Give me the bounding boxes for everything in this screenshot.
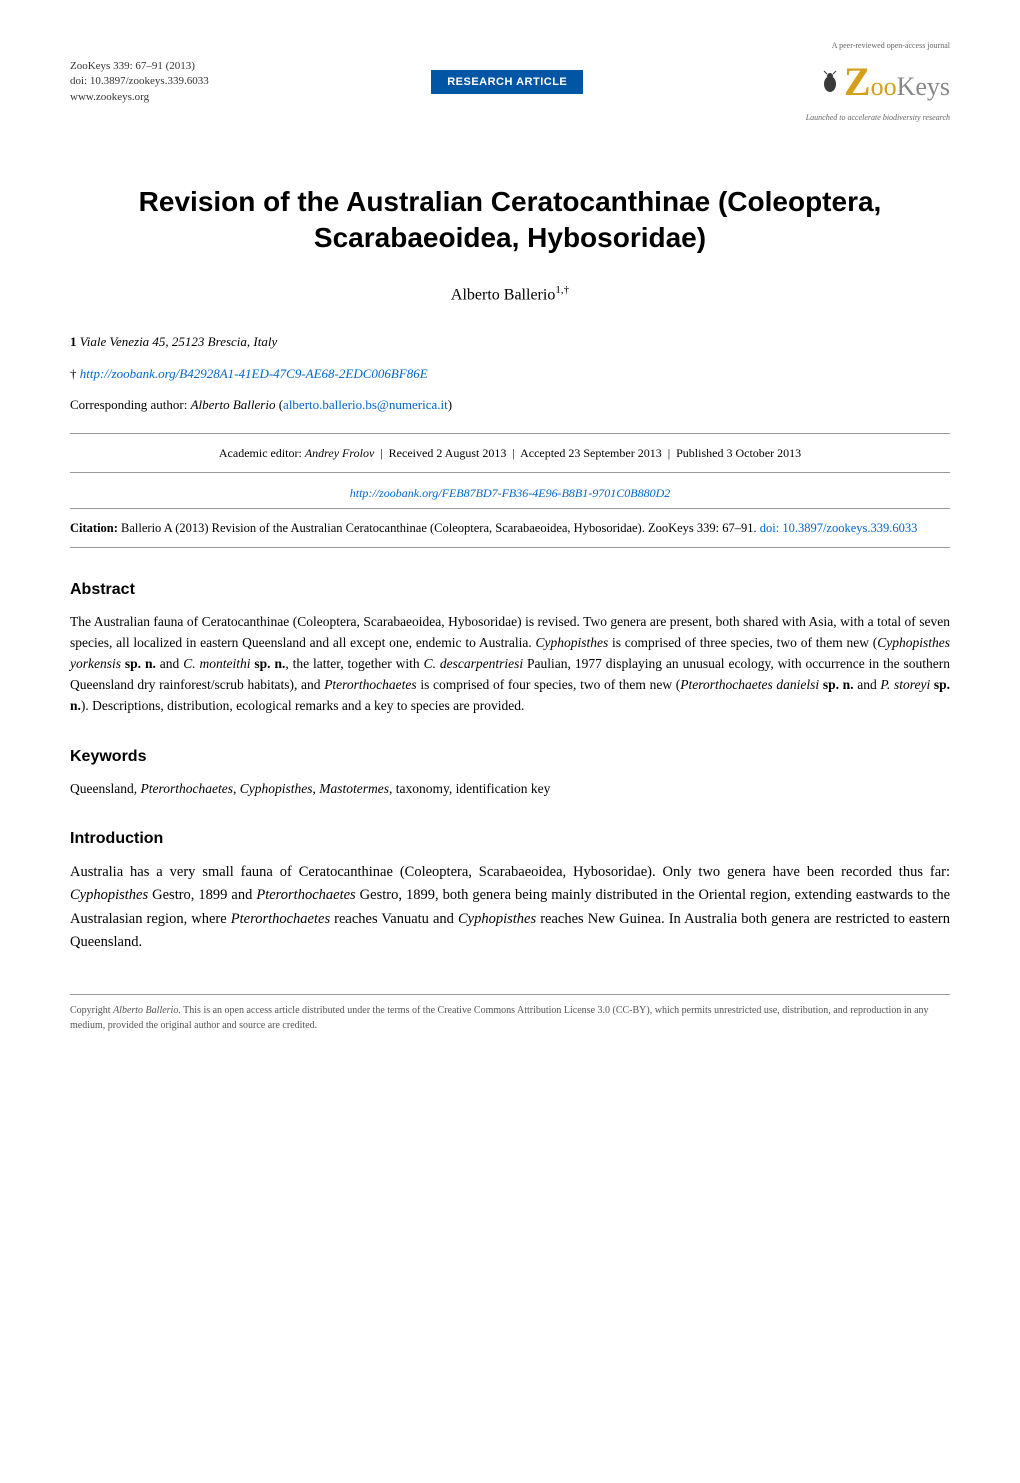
divider (70, 472, 950, 473)
journal-line: ZooKeys 339: 67–91 (2013) (70, 59, 209, 74)
author-superscript: 1,† (555, 284, 569, 296)
doi-line: doi: 10.3897/zookeys.339.6033 (70, 74, 209, 89)
copyright-text: This is an open access article distribut… (70, 1005, 929, 1031)
header: ZooKeys 339: 67–91 (2013) doi: 10.3897/z… (70, 40, 950, 124)
copyright-prefix: Copyright (70, 1005, 113, 1016)
citation-doi-link[interactable]: doi: 10.3897/zookeys.339.6033 (760, 521, 918, 535)
editor-name: Andrey Frolov (305, 446, 374, 460)
copyright-name: Alberto Ballerio. (113, 1005, 181, 1016)
received-date: Received 2 August 2013 (389, 446, 507, 460)
research-article-badge: RESEARCH ARTICLE (431, 70, 583, 95)
affiliation-text: Viale Venezia 45, 25123 Brescia, Italy (80, 334, 277, 349)
citation-label: Citation: (70, 521, 118, 535)
accepted-date: Accepted 23 September 2013 (520, 446, 662, 460)
affiliation: 1 Viale Venezia 45, 25123 Brescia, Italy (70, 332, 950, 352)
zookeys-logo: ZooKeys (806, 52, 950, 112)
beetle-icon (820, 70, 840, 94)
editor-dates-line: Academic editor: Andrey Frolov | Receive… (70, 440, 950, 466)
orcid-symbol: † (70, 366, 77, 381)
divider (70, 433, 950, 434)
citation-text: Ballerio A (2013) Revision of the Austra… (121, 521, 757, 535)
zoobank-article-line: http://zoobank.org/FEB87BD7-FB36-4E96-B8… (70, 479, 950, 508)
keywords-heading: Keywords (70, 745, 950, 769)
abstract-text: The Australian fauna of Ceratocanthinae … (70, 612, 950, 717)
copyright-line: Copyright Alberto Ballerio. This is an o… (70, 1003, 950, 1033)
corresponding-label: Corresponding author: (70, 397, 187, 412)
introduction-heading: Introduction (70, 827, 950, 851)
corresponding-email[interactable]: alberto.ballerio.bs@numerica.it (283, 397, 448, 412)
website-line[interactable]: www.zookeys.org (70, 90, 209, 105)
footer-divider (70, 994, 950, 995)
zoobank-article-link[interactable]: http://zoobank.org/FEB87BD7-FB36-4E96-B8… (350, 486, 671, 500)
affiliation-number: 1 (70, 334, 77, 349)
corresponding-name: Alberto Ballerio (191, 397, 276, 412)
abstract-heading: Abstract (70, 578, 950, 602)
corresponding-author: Corresponding author: Alberto Ballerio (… (70, 395, 950, 415)
zoobank-author-link[interactable]: http://zoobank.org/B42928A1-41ED-47C9-AE… (80, 366, 428, 381)
citation-box: Citation: Ballerio A (2013) Revision of … (70, 508, 950, 549)
journal-info: ZooKeys 339: 67–91 (2013) doi: 10.3897/z… (70, 59, 209, 105)
logo-tagline-bottom: Launched to accelerate biodiversity rese… (806, 112, 950, 124)
logo-letters-keys: Keys (897, 72, 950, 101)
logo-letter-z: Z (844, 59, 871, 104)
editor-prefix: Academic editor: (219, 446, 302, 460)
keywords-text: Queensland, Pterorthochaetes, Cyphopisth… (70, 779, 950, 799)
article-title: Revision of the Australian Ceratocanthin… (70, 184, 950, 257)
zoobank-author-line: † http://zoobank.org/B42928A1-41ED-47C9-… (70, 364, 950, 384)
introduction-text: Australia has a very small fauna of Cera… (70, 861, 950, 954)
published-date: Published 3 October 2013 (676, 446, 801, 460)
journal-logo-block: A peer-reviewed open-access journal ZooK… (806, 40, 950, 124)
author-line: Alberto Ballerio1,† (70, 282, 950, 307)
logo-tagline-top: A peer-reviewed open-access journal (806, 40, 950, 52)
logo-letters-oo: oo (871, 72, 897, 101)
author-name: Alberto Ballerio (451, 286, 555, 303)
